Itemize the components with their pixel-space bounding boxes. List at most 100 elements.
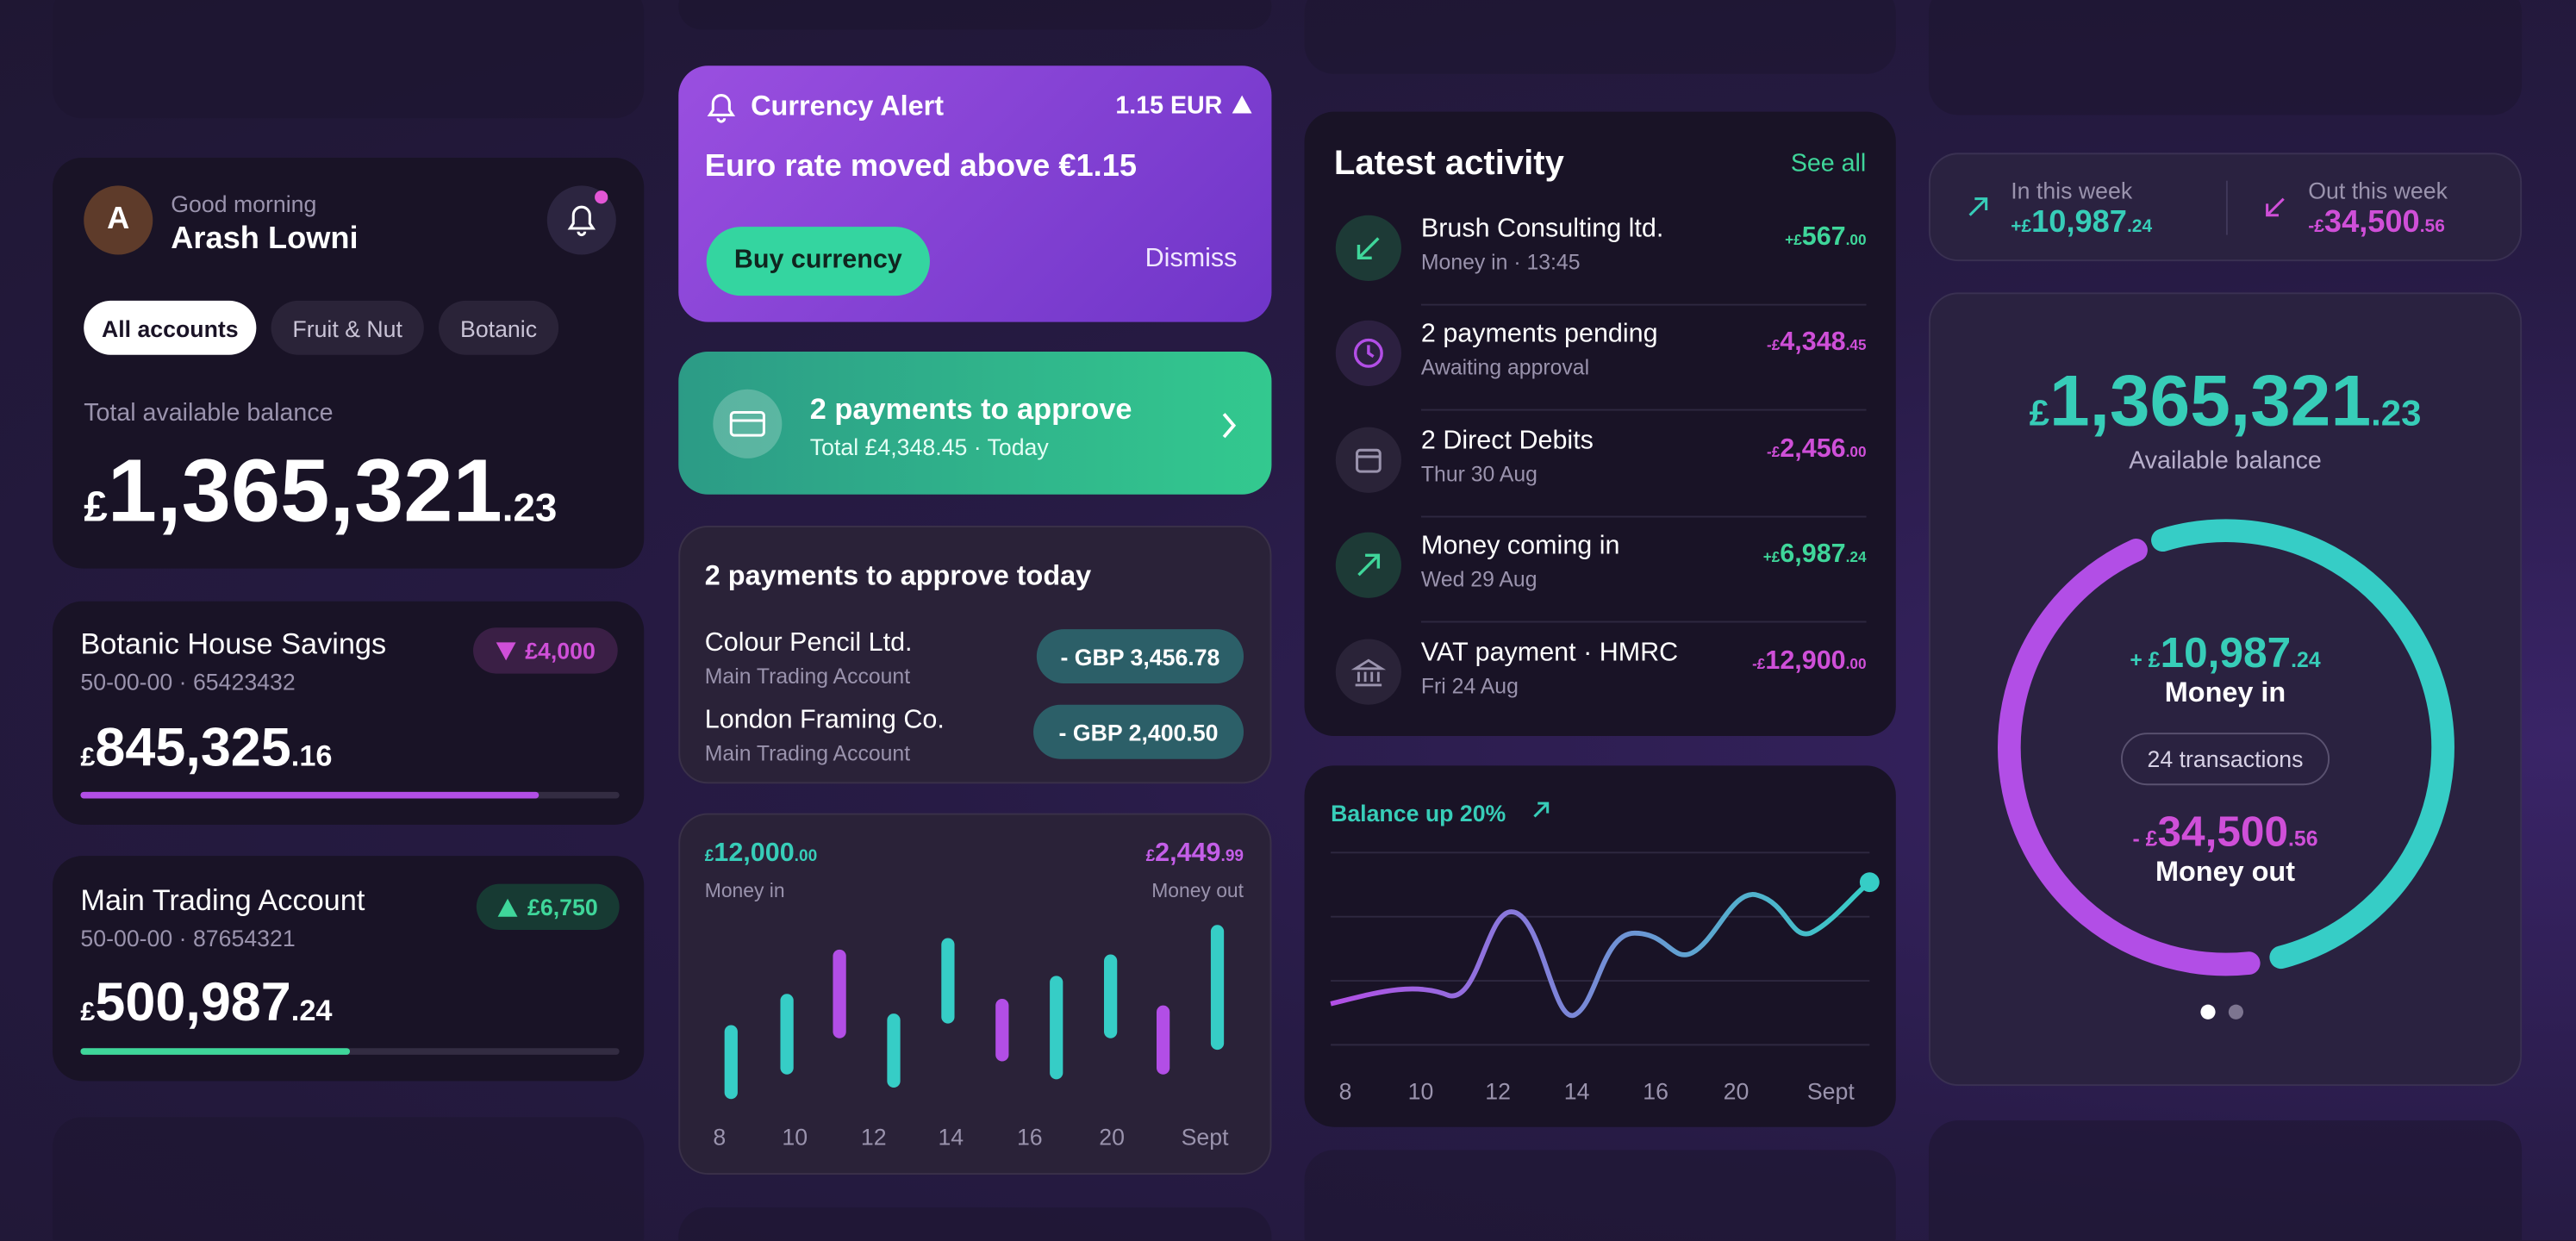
path — [1222, 413, 1237, 439]
a: 1.15 EUR — [1115, 92, 1252, 120]
path — [1367, 346, 1375, 359]
bell-icon — [567, 190, 608, 237]
ghost — [1928, 1120, 2523, 1241]
label: 845,325 — [95, 716, 291, 777]
circle — [1353, 339, 1383, 369]
banner[interactable] — [678, 351, 1272, 495]
label: 14 — [938, 1123, 964, 1151]
label: 12 — [1485, 1077, 1511, 1105]
label: Latest activity — [1333, 144, 1564, 183]
circle — [2228, 1004, 2243, 1020]
ghost — [1304, 0, 1896, 74]
label: Sept — [1181, 1123, 1229, 1151]
card-icon — [713, 389, 783, 458]
label: 14 — [1563, 1077, 1590, 1105]
label: Fri 24 Aug — [1420, 672, 1519, 698]
path — [707, 94, 736, 123]
label: Total available balance — [84, 399, 334, 427]
ghost — [678, 1207, 1272, 1241]
label: 10 — [1407, 1077, 1434, 1105]
label: -£ — [1767, 337, 1781, 354]
label: £4,000 — [525, 637, 596, 664]
label: 16 — [1016, 1123, 1043, 1151]
label: Out this week — [2308, 177, 2448, 204]
label: 1,365,321 — [107, 441, 502, 541]
label: £ — [704, 847, 714, 866]
tab[interactable]: Fruit & Nut — [271, 300, 424, 355]
label: Sept — [1806, 1077, 1855, 1105]
label: 2 payments to approve — [809, 392, 1132, 426]
label: Colour Pencil Ltd. — [704, 629, 913, 658]
label: £ — [1145, 847, 1156, 866]
divider — [2225, 180, 2228, 235]
down-arrow — [495, 641, 515, 660]
ghost — [1928, 0, 2523, 115]
amt: -£4,348.45 — [1767, 329, 1866, 359]
activity-icon — [1335, 215, 1402, 281]
path — [1350, 658, 1387, 686]
activity-icon — [1335, 321, 1402, 387]
bell-button[interactable] — [546, 185, 616, 255]
label: Brush Consulting ltd. — [1420, 215, 1664, 244]
amt: £500,987.24 — [80, 971, 332, 1033]
label: .24 — [290, 994, 333, 1027]
label: + £ — [2130, 647, 2161, 672]
card — [678, 813, 1272, 1175]
tab[interactable]: All accounts — [84, 300, 257, 355]
label: Main Trading Account — [704, 740, 911, 766]
ghost — [1304, 1150, 1896, 1241]
progress-track — [80, 1048, 620, 1055]
svg — [1356, 448, 1382, 473]
circle — [2200, 1004, 2216, 1020]
label: .00 — [1845, 654, 1867, 671]
label: 10,987 — [2160, 627, 2292, 677]
label: 2,449 — [1155, 839, 1221, 868]
g — [724, 925, 1225, 1100]
label: Good morning — [171, 190, 317, 217]
label: £ — [84, 481, 108, 531]
svg — [1353, 339, 1383, 369]
label: 8 — [1338, 1077, 1352, 1105]
amt: +£6,987.24 — [1763, 541, 1867, 571]
label: Money out — [1151, 878, 1244, 902]
label: Currency Alert — [751, 90, 945, 122]
label: .16 — [290, 739, 333, 772]
ghost — [678, 0, 1272, 30]
label: 12,900 — [1765, 646, 1846, 675]
card — [1928, 153, 2523, 262]
tab[interactable]: Botanic — [438, 300, 559, 355]
button[interactable]: Dismiss — [1145, 245, 1238, 273]
label: Balance up 20% — [1331, 800, 1506, 826]
g — [1331, 851, 1870, 1046]
label: Money out — [2155, 856, 2296, 888]
label: 2 payments to approve today — [704, 560, 1092, 592]
path — [1357, 553, 1381, 577]
link[interactable]: See all — [1790, 149, 1867, 178]
arrow-icon — [1968, 197, 1988, 216]
button[interactable]: Buy currency — [706, 227, 930, 296]
avatar: A — [84, 185, 153, 255]
amt: £1,365,321.23 — [84, 440, 557, 542]
label: Money in · 13:45 — [1420, 249, 1581, 275]
path — [1330, 880, 1872, 1018]
label: Total £4,348.45 · Today — [809, 433, 1049, 460]
label: 1.15 EUR — [1115, 91, 1223, 121]
label: - GBP 3,456.78 — [1036, 629, 1244, 683]
label: .23 — [502, 486, 558, 531]
label: +£ — [1762, 549, 1781, 566]
label: .45 — [1845, 337, 1867, 354]
label: +£ — [1785, 231, 1802, 248]
amt: +£567.00 — [1785, 223, 1866, 253]
ghost — [53, 0, 645, 119]
label: .24 — [2126, 216, 2153, 237]
divider — [1420, 515, 1867, 518]
label: Wed 29 Aug — [1420, 567, 1537, 592]
label: 4,348 — [1780, 328, 1846, 358]
svg — [1357, 237, 1380, 259]
label: Botanic House Savings — [80, 627, 387, 661]
label: 2,456 — [1780, 434, 1846, 464]
circle — [1998, 519, 2454, 976]
label: 10 — [782, 1123, 808, 1151]
pill: £4,000 — [473, 627, 618, 674]
